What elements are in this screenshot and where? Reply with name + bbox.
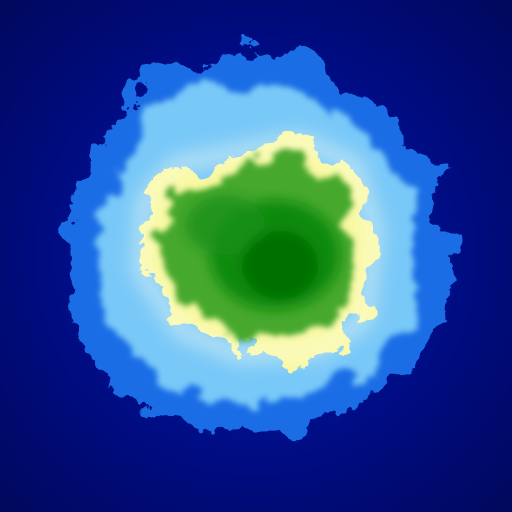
beach-highlight [134, 134, 381, 361]
highland-zone [185, 195, 340, 310]
